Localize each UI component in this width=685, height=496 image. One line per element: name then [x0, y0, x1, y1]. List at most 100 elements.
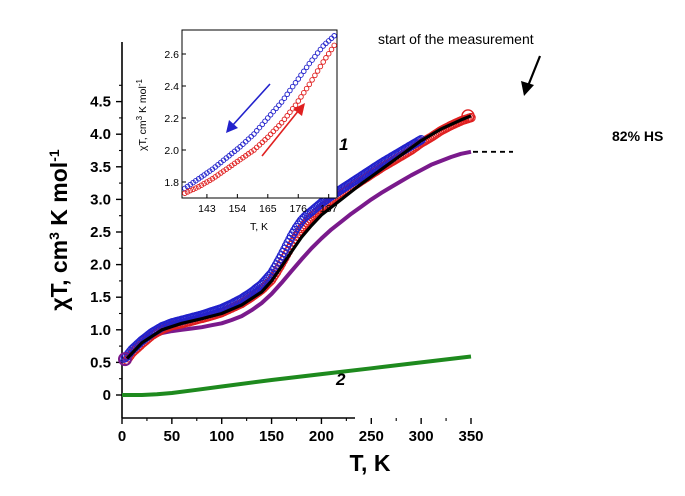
hs-label: 82% HS — [612, 128, 663, 144]
inset-x-axis-label: T, K — [250, 221, 268, 233]
inset-blue-point — [292, 80, 299, 86]
inset-red-point — [306, 81, 313, 88]
inset-y-tick-label: 2.6 — [164, 49, 179, 61]
inset-blue-point — [289, 83, 296, 90]
main-y-tick-label: 1.0 — [90, 322, 111, 339]
inset-panel: 143 154 165 176 187 1.8 2.0 2.2 2.4 2.6 T, K χT, … — [135, 29, 338, 233]
purple-curve-1 — [123, 149, 472, 363]
inset-red-point — [206, 177, 213, 184]
blue-data-point — [296, 215, 307, 226]
inset-blue-point — [278, 99, 285, 105]
main-y-tick-label: 2.0 — [90, 257, 111, 274]
blue-data-point — [286, 231, 297, 241]
inset-blue-point — [281, 95, 288, 101]
curve-2-label: 2 — [335, 370, 346, 389]
inset-y-tick-label: 2.4 — [164, 81, 179, 93]
inset-blue-point — [273, 105, 279, 112]
main-y-tick-label: 1.5 — [90, 289, 111, 306]
inset-red-point — [314, 68, 321, 74]
inset-red-point — [204, 179, 210, 185]
inset-blue-point — [276, 102, 282, 108]
inset-red-point — [325, 50, 332, 57]
inset-red-point — [190, 186, 196, 193]
inset-blue-point — [262, 118, 268, 124]
inset-red-point — [187, 187, 194, 194]
inset-blue-arrow — [226, 83, 271, 133]
inset-red-point — [281, 116, 288, 123]
inset-red-point — [267, 131, 274, 138]
inset-red-point — [198, 182, 205, 188]
main-ticks: 0 50 100 150 200 250 300 350 0 0.5 1.0 1.5 2.0 2.5 3.0… — [90, 84, 484, 445]
main-y-tick-label: 4.5 — [90, 94, 111, 111]
main-x-tick-label: 300 — [409, 428, 434, 445]
inset-blue-point — [331, 33, 337, 39]
inset-blue-point — [317, 46, 324, 53]
inset-blue-point — [267, 112, 274, 118]
inset-red-point — [309, 77, 315, 83]
inset-red-point — [312, 72, 318, 79]
inset-blue-point — [295, 76, 302, 82]
inset-red-point — [331, 42, 337, 49]
inset-blue-point — [259, 121, 266, 128]
main-x-tick-label: 200 — [309, 428, 334, 445]
blue-data-point — [298, 214, 308, 224]
purple-start-point — [117, 352, 132, 367]
inset-y-axis-label: χT, cm3 K mol-1 — [135, 78, 150, 150]
inset-red-point — [276, 122, 282, 129]
inset-blue-point — [312, 53, 318, 60]
inset-red-point — [323, 55, 329, 61]
inset-blue-point — [309, 57, 315, 63]
inset-blue-point — [298, 72, 304, 78]
inset-blue-point — [251, 131, 257, 137]
main-y-axis-label: χT, cm3 K mol-1 — [46, 149, 72, 311]
main-x-tick-label: 150 — [259, 428, 284, 445]
main-y-tick-label: 0 — [103, 387, 111, 404]
inset-red-arrow — [261, 103, 305, 157]
main-y-tick-label: 3.5 — [90, 159, 111, 176]
inset-ticks: 143 154 165 176 187 1.8 2.0 2.2 2.4 2.6 — [164, 49, 337, 215]
inset-red-point — [182, 190, 188, 196]
main-x-tick-label: 0 — [118, 428, 126, 445]
inset-blue-point — [301, 68, 307, 75]
main-y-tick-label: 4.0 — [90, 126, 111, 143]
inset-red-point — [287, 109, 293, 115]
main-y-tick-label: 2.5 — [90, 224, 111, 241]
inset-red-point — [298, 94, 304, 100]
inset-red-point — [193, 185, 199, 191]
inset-red-point — [265, 134, 271, 140]
blue-data-point — [290, 225, 300, 236]
red-data-point — [266, 275, 277, 285]
blue-data-point — [288, 228, 298, 239]
inset-red-point — [195, 184, 202, 190]
inset-red-point — [328, 46, 335, 53]
inset-x-tick-label: 154 — [229, 203, 247, 215]
inset-red-point — [317, 63, 324, 70]
main-x-axis-label: T, K — [350, 450, 391, 476]
start-arrow — [521, 55, 542, 96]
inset-blue-point — [314, 50, 321, 56]
start-measurement-label: start of the measurement — [378, 31, 534, 47]
inset-x-tick-label: 187 — [320, 203, 338, 215]
main-x-tick-label: 100 — [209, 428, 234, 445]
inset-x-tick-label: 176 — [289, 203, 307, 215]
inset-blue-point — [256, 124, 263, 131]
red-end-point — [461, 109, 475, 123]
inset-y-tick-label: 2.2 — [164, 113, 179, 125]
inset-x-tick-label: 165 — [259, 203, 277, 215]
main-x-tick-label: 250 — [359, 428, 384, 445]
inset-red-point — [295, 98, 302, 104]
main-x-tick-label: 50 — [164, 428, 181, 445]
inset-y-tick-label: 1.8 — [164, 177, 179, 189]
inset-red-point — [320, 59, 326, 65]
blue-data-point — [293, 220, 303, 231]
inset-red-point — [184, 189, 191, 195]
main-y-tick-label: 3.0 — [90, 191, 111, 208]
main-x-tick-label: 350 — [458, 428, 483, 445]
inset-series — [182, 33, 337, 196]
curve-1-label: 1 — [339, 135, 348, 154]
black-fit-curve — [125, 114, 472, 360]
blue-data-point — [291, 222, 302, 233]
inset-red-point — [201, 180, 207, 187]
inset-blue-point — [306, 60, 313, 67]
